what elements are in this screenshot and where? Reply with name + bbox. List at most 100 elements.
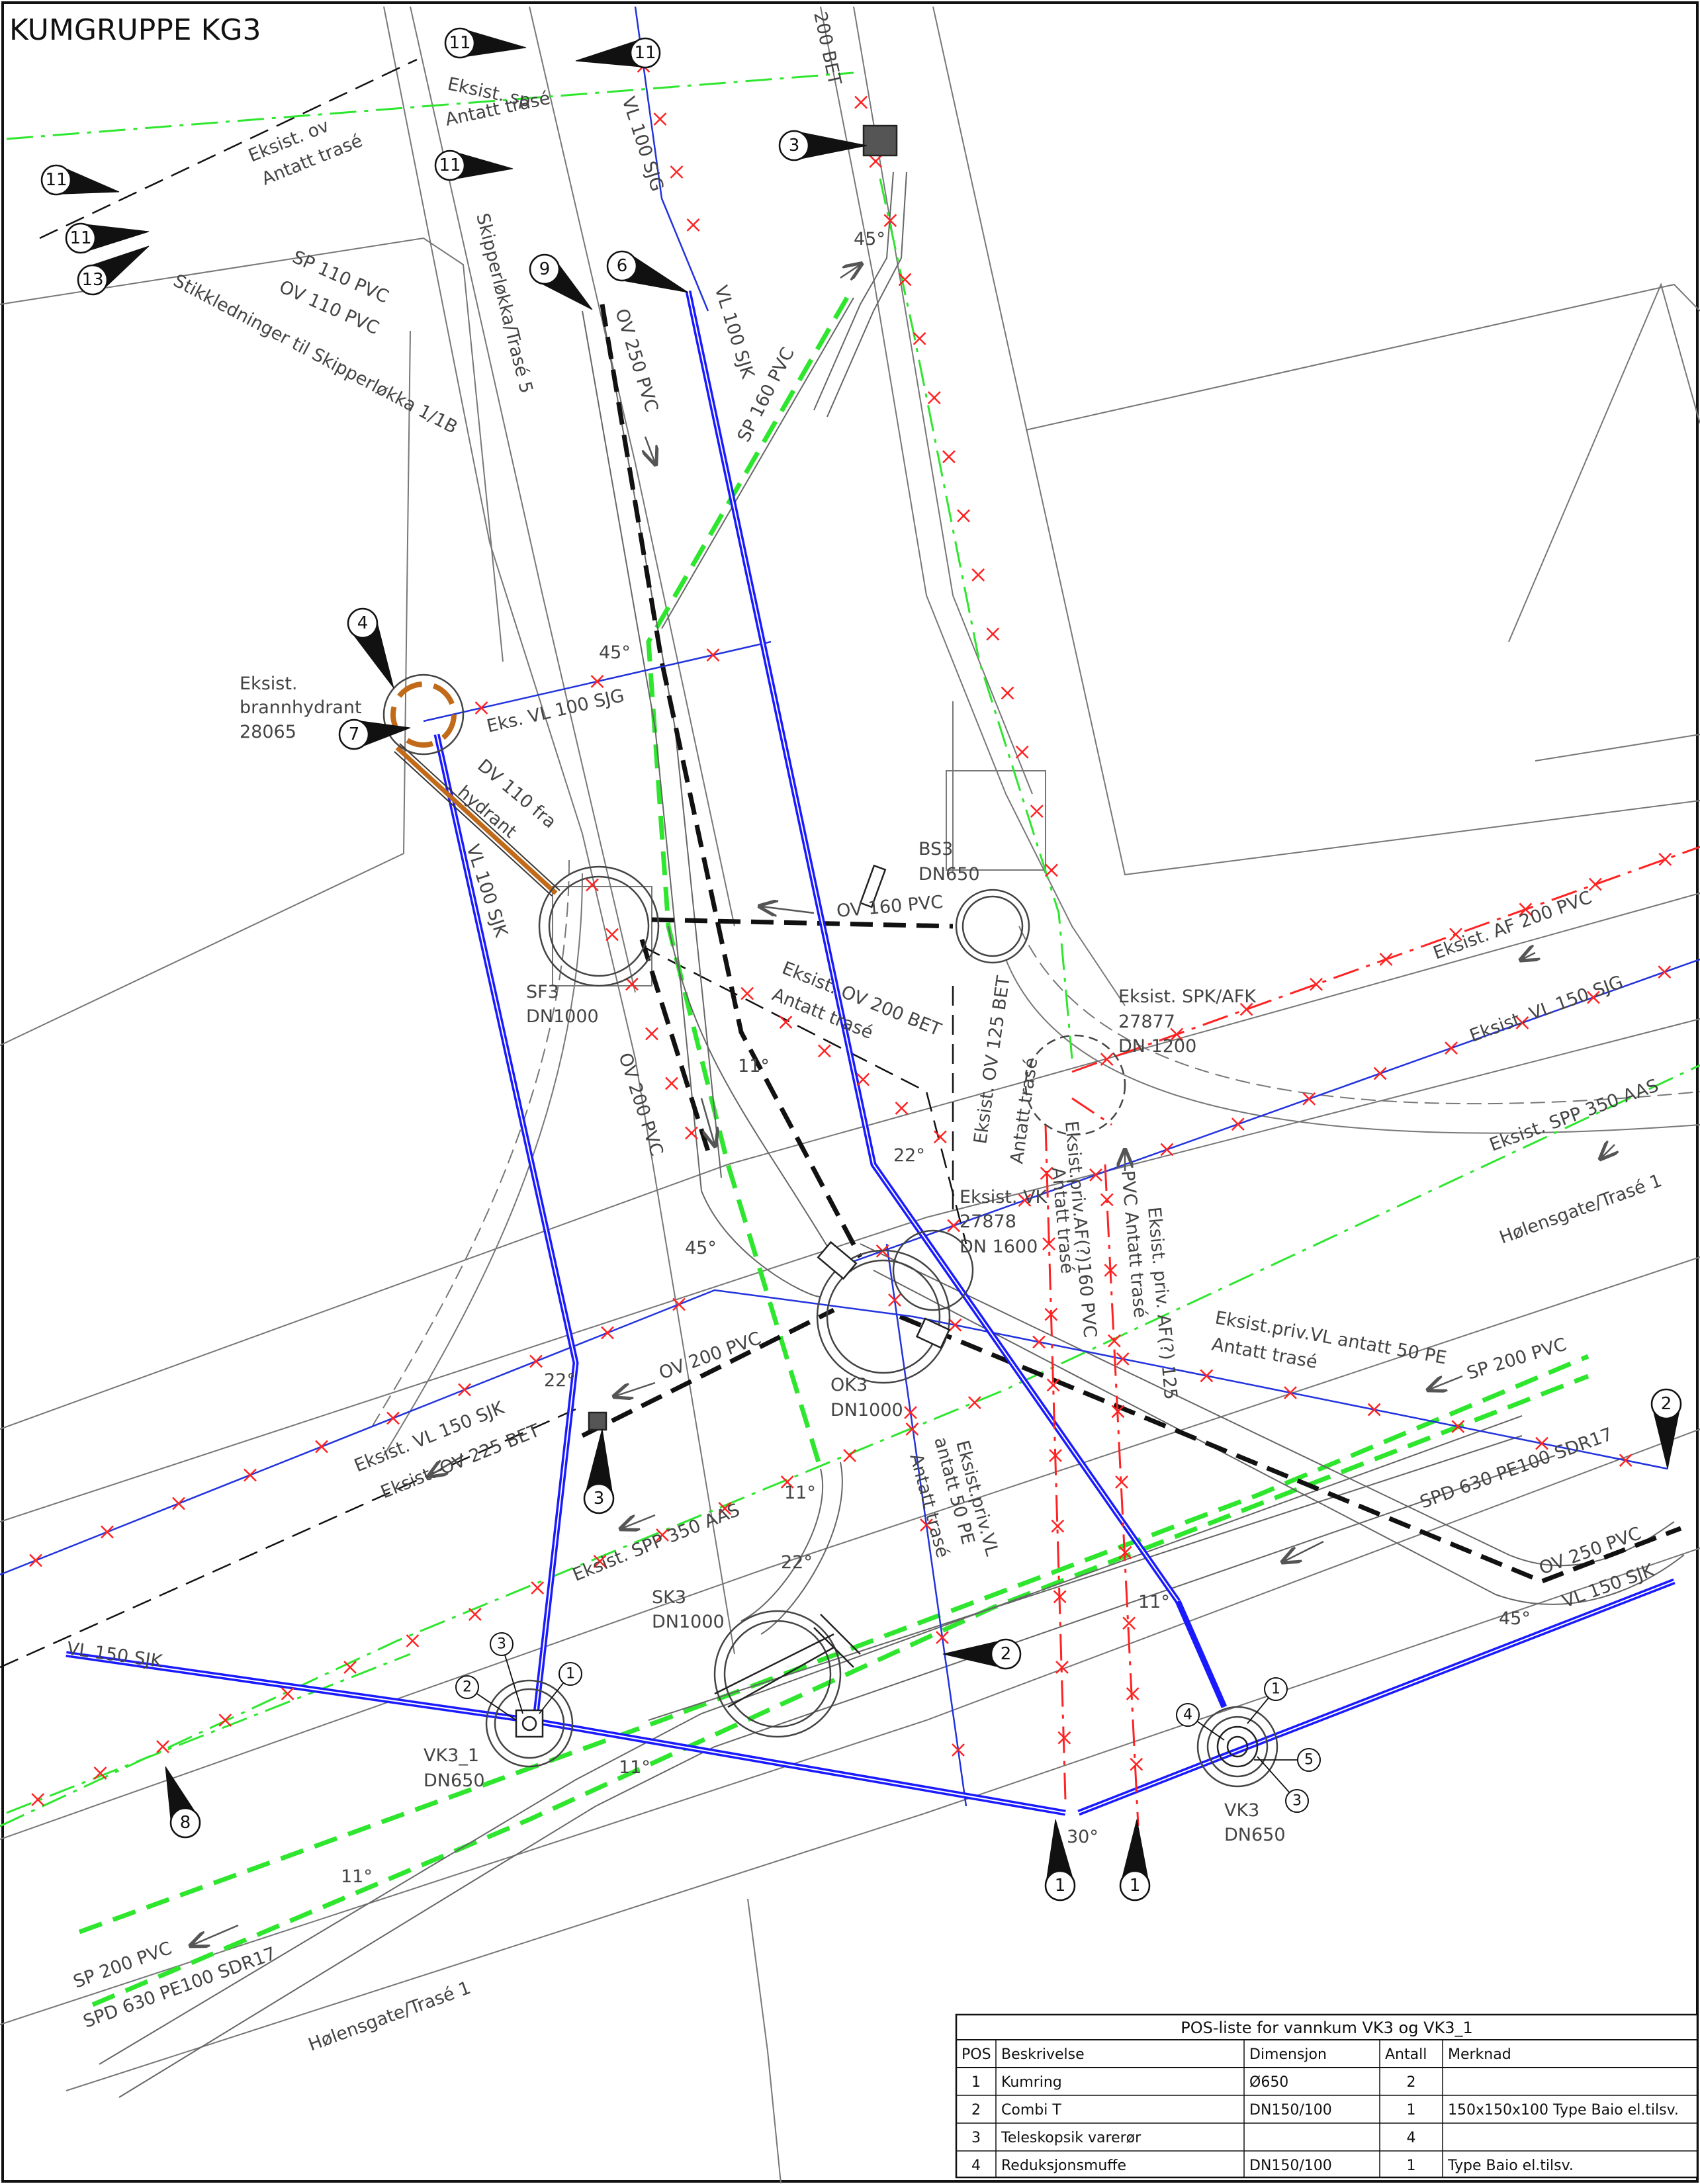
pos-table-cell: DN150/100	[1249, 2102, 1332, 2118]
label-sf3b: DN1000	[526, 1006, 599, 1027]
label-skipper: Skipperløkka/Trasé 5	[472, 211, 537, 396]
callout-3: 3	[583, 1428, 615, 1514]
new-water-lines	[66, 290, 1676, 1816]
pos-table-cell: 4	[1407, 2130, 1416, 2146]
pos-table-title: POS-liste for vannkum VK3 og VK3_1	[1181, 2019, 1473, 2037]
callout-6: 6	[606, 250, 689, 293]
callout-4: 4	[347, 607, 394, 689]
pos-table-cell: 1	[971, 2074, 981, 2091]
label-sk3b: DN1000	[652, 1612, 725, 1632]
callout-number: 13	[81, 270, 103, 290]
label-spk2: 27877	[1118, 1012, 1175, 1032]
callout-number: 4	[357, 613, 369, 633]
pos-table-cell: 2	[1407, 2074, 1416, 2091]
pos-table-cell: Kumring	[1001, 2074, 1062, 2091]
callout-3: 3	[778, 130, 868, 161]
label-holens2: Hølensgate/Trasé 1	[306, 1978, 474, 2056]
label-deg22c: 22°	[781, 1552, 813, 1573]
label-deg45c: 45°	[685, 1238, 717, 1258]
pos-marker-4: 4	[1176, 1703, 1225, 1741]
callout-number: 11	[439, 155, 461, 175]
hydrant-line	[395, 746, 558, 895]
label-spp350a: Eksist. SPP 350 AAS	[1487, 1075, 1662, 1155]
pos-table: POS-liste for vannkum VK3 og VK3_1 POS Bes…	[955, 2013, 1699, 2179]
label-ok3b: DN1000	[830, 1400, 903, 1420]
vk31-manhole	[485, 1679, 574, 1768]
pos-marker-number: 4	[1183, 1707, 1192, 1724]
bs3-manhole	[955, 889, 1030, 964]
callout-number: 7	[349, 724, 360, 744]
label-vl150sjg: Eksist. VL 150 SJG	[1467, 972, 1626, 1047]
hydrant-manhole	[382, 674, 465, 756]
label-deg22a: 22°	[893, 1145, 925, 1166]
pos-table-header: Antall	[1385, 2046, 1427, 2063]
callout-11: 11	[434, 150, 514, 181]
label-deg11a: 11°	[738, 1056, 770, 1076]
callout-7: 7	[338, 719, 411, 750]
label-vk2: 27878	[960, 1211, 1016, 1232]
spk-manhole	[1024, 1034, 1126, 1136]
pos-table-header: Merknad	[1448, 2046, 1511, 2063]
callout-number: 11	[69, 228, 91, 248]
pos-marker-number: 3	[497, 1636, 506, 1653]
callout-13: 13	[77, 245, 150, 296]
callout-9: 9	[529, 253, 593, 310]
label-ov250: OV 250 PVC	[611, 306, 662, 415]
base-map	[0, 6, 1700, 2184]
label-deg11d: 11°	[619, 1757, 650, 1778]
pos-marker-3: 3	[490, 1632, 523, 1714]
pos-marker-number: 2	[463, 1679, 472, 1696]
label-spk1: Eksist. SPK/AFK	[1118, 986, 1257, 1007]
label-vl100b: VL 100 SJK	[710, 283, 758, 382]
label-hyd3: 28065	[240, 722, 296, 742]
label-hyd1: Eksist.	[240, 674, 298, 694]
label-ov160: OV 160 PVC	[836, 892, 944, 922]
callout-2: 2	[1650, 1388, 1682, 1469]
label-vk3b: DN650	[1224, 1825, 1286, 1845]
ok3-manhole	[816, 1249, 951, 1384]
vk3-manhole	[1196, 1706, 1278, 1788]
label-holens1: Hølensgate/Trasé 1	[1497, 1170, 1665, 1248]
label-deg11b: 11°	[784, 1483, 816, 1503]
pos-marker-1: 1	[539, 1662, 582, 1714]
callout-1: 1	[1119, 1819, 1151, 1901]
label-ok3a: OK3	[830, 1375, 868, 1395]
drawing-title: KUMGRUPPE KG3	[9, 13, 261, 47]
pos-table-cell: 1	[1407, 2158, 1416, 2174]
label-ov200b: OV 200 PVC	[656, 1328, 764, 1383]
callout-number: 1	[1130, 1876, 1141, 1896]
callout-11: 11	[65, 222, 150, 254]
pos-table-cell: Reduksjonsmuffe	[1001, 2158, 1126, 2174]
callout-number: 11	[634, 43, 656, 63]
callout-2: 2	[942, 1638, 1022, 1670]
pos-table-cell: 1	[1407, 2102, 1416, 2118]
callout-number: 2	[1661, 1394, 1672, 1414]
label-vk3: DN 1600	[960, 1237, 1038, 1257]
label-vk3a: VK3	[1224, 1800, 1259, 1821]
label-ov200pvc: OV 200 PVC	[614, 1051, 666, 1158]
fittings	[515, 124, 1259, 1768]
small-markers: 3 2 1 1 4 5 3	[455, 1632, 1321, 1813]
callout-number: 9	[539, 259, 551, 279]
callout-number: 2	[1001, 1644, 1012, 1664]
pos-table-cell: Combi T	[1001, 2102, 1061, 2118]
pos-table-cell: 150x150x100 Type Baio el.tilsv.	[1448, 2102, 1679, 2118]
pos-table-frame	[955, 2013, 1699, 2179]
pos-table-cell: Teleskopsik varerør	[1001, 2130, 1141, 2146]
callout-number: 11	[449, 33, 470, 53]
sk3-manhole	[713, 1610, 842, 1738]
green-dashdot-lines	[0, 71, 1700, 1827]
callout-number: 11	[45, 170, 67, 190]
label-eksov125: Eksist. OV 125 BET	[970, 975, 1014, 1145]
pipe-outlines	[99, 171, 1685, 2098]
ov-new-lines	[581, 304, 1682, 1584]
hydrant-line-outline	[394, 743, 560, 896]
green-new-lines	[78, 296, 1589, 2007]
pos-marker-number: 5	[1304, 1752, 1314, 1769]
new-water-lines-inner	[66, 290, 1675, 1813]
label-spk3: DN 1200	[1118, 1036, 1196, 1057]
callout-11: 11	[40, 164, 120, 196]
